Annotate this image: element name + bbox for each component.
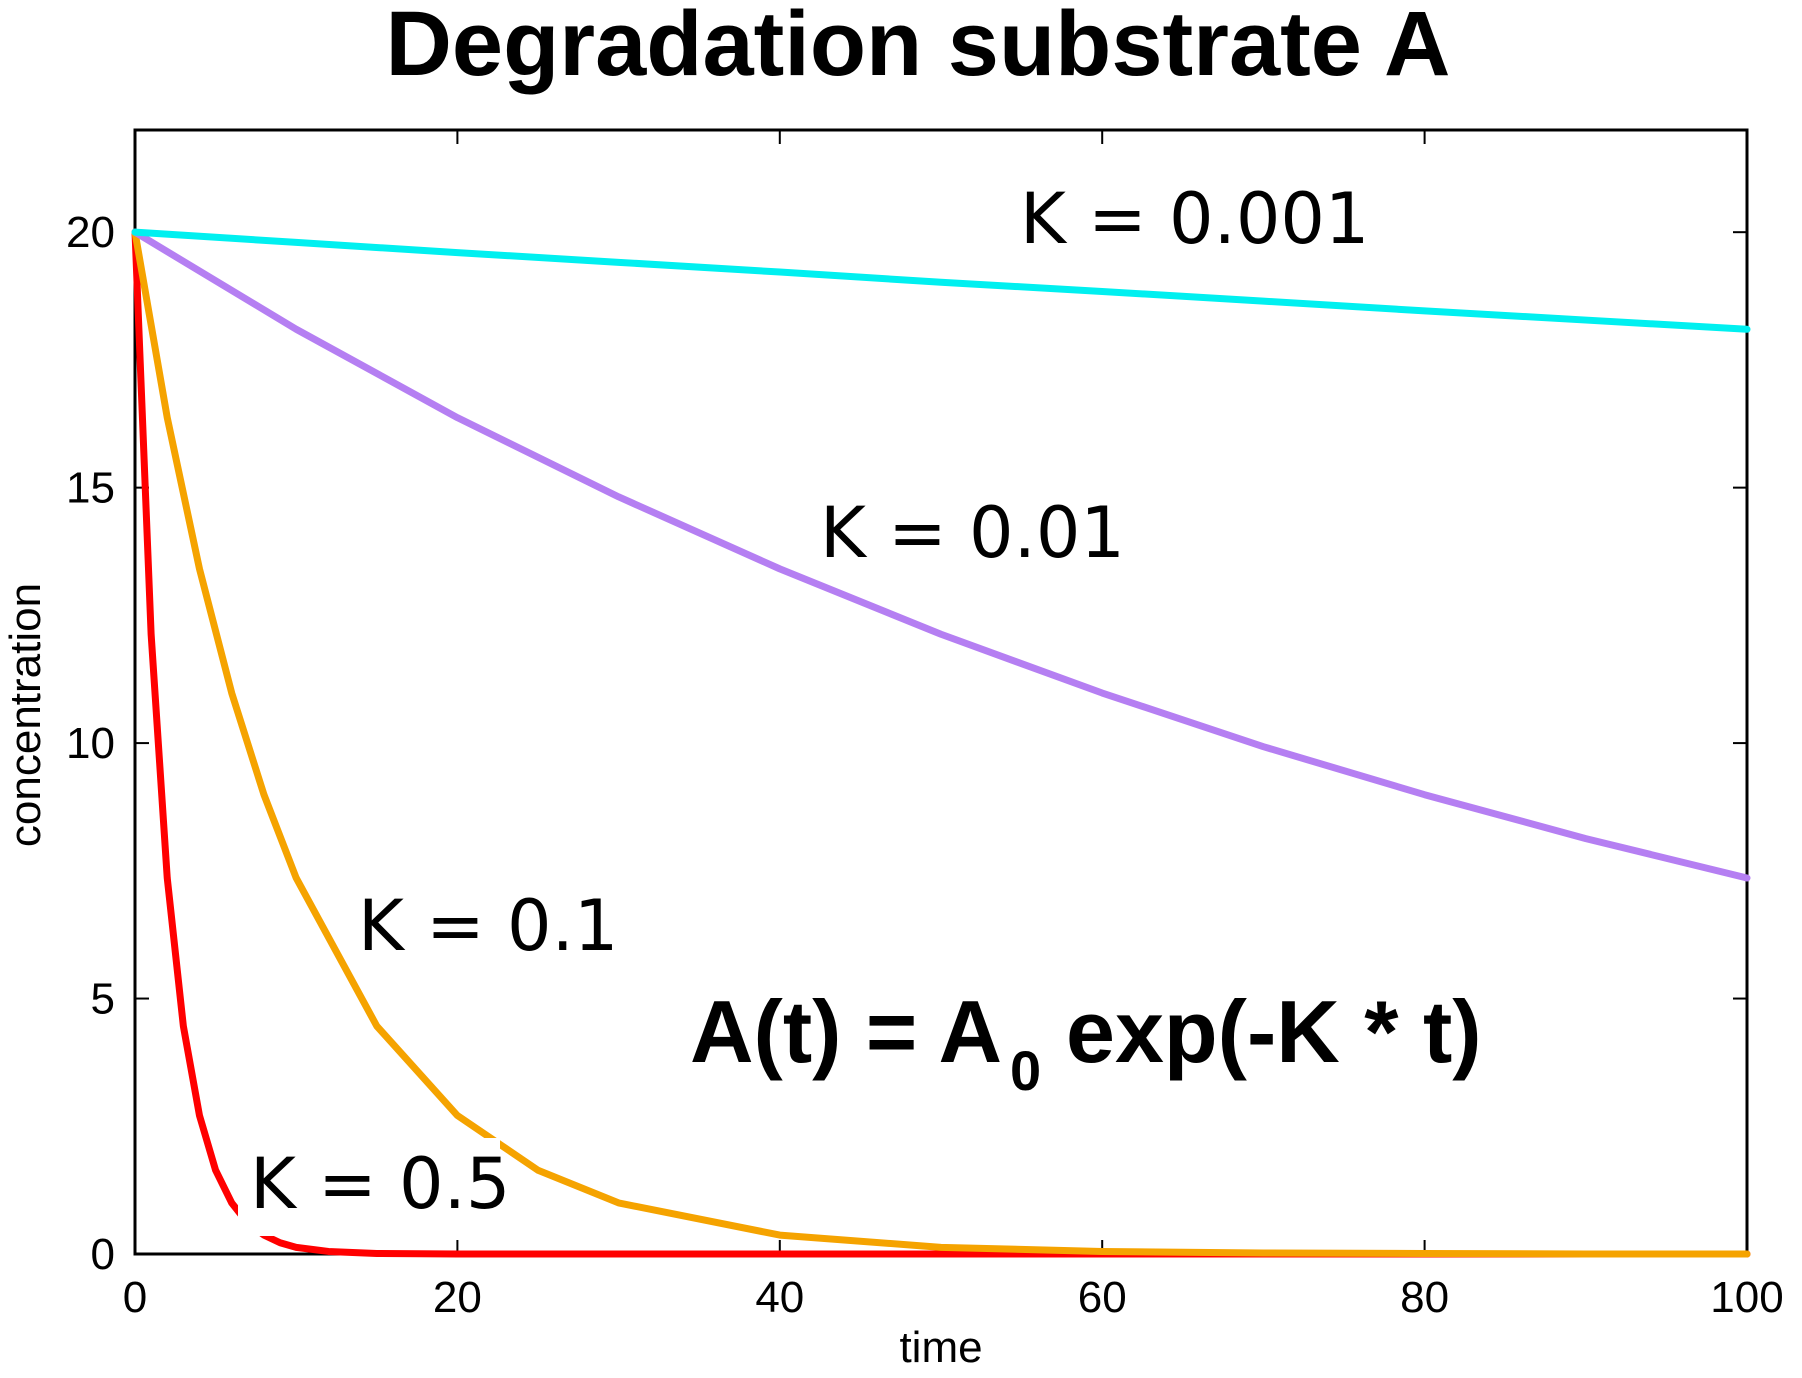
series-line-05 [131, 228, 1751, 1258]
x-tick-label: 40 [755, 1273, 804, 1322]
annotation-k-0001: K = 0.001 [1020, 178, 1369, 260]
series-line-0001 [131, 228, 1751, 333]
y-tick-label: 0 [91, 1230, 115, 1279]
formula: A(t) = A 0 exp(-K * t) [690, 982, 1482, 1102]
x-tick-label: 0 [123, 1273, 147, 1322]
chart-title: Degradation substrate A [385, 0, 1450, 95]
annotation-k-05-background [238, 1138, 500, 1236]
series-line-01 [131, 228, 1751, 1258]
formula-main: A(t) = A [690, 982, 1002, 1081]
y-tick-label: 20 [66, 208, 115, 257]
y-tick-label: 5 [91, 975, 115, 1024]
x-axis-label: time [899, 1323, 982, 1372]
y-axis-label: concentration [1, 583, 50, 847]
annotation-k-01: K = 0.1 [358, 885, 618, 967]
series-line-001 [131, 228, 1751, 882]
x-tick-label: 80 [1400, 1273, 1449, 1322]
x-tick-label: 20 [433, 1273, 482, 1322]
y-tick-labels: 0 5 10 15 20 [66, 208, 115, 1279]
y-tick-label: 10 [66, 719, 115, 768]
series-lines [131, 228, 1751, 1258]
y-tick-label: 15 [66, 464, 115, 513]
formula-subscript: 0 [1010, 1039, 1041, 1102]
annotation-k-05: K = 0.5 [250, 1143, 510, 1225]
x-tick-label: 60 [1078, 1273, 1127, 1322]
annotation-k-001: K = 0.01 [820, 492, 1125, 574]
x-tick-labels: 0 20 40 60 80 100 [123, 1273, 1784, 1322]
formula-rest: exp(-K * t) [1066, 982, 1482, 1081]
x-tick-label: 100 [1710, 1273, 1783, 1322]
